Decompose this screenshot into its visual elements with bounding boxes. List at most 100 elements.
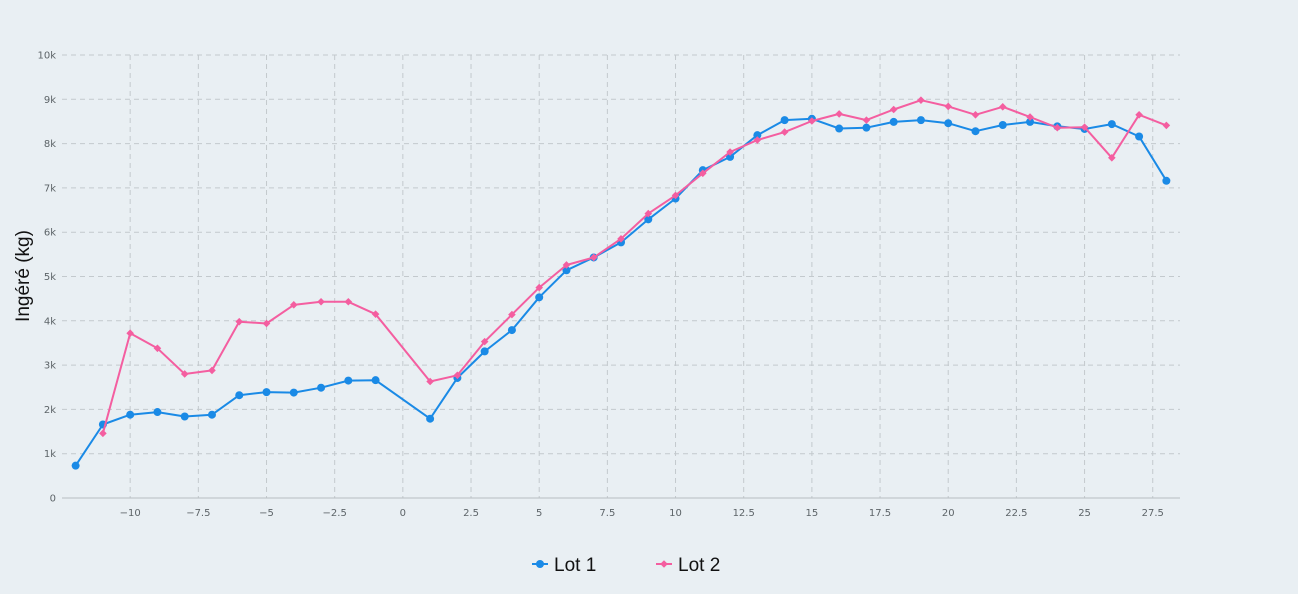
y-tick-label: 0 [50, 494, 56, 505]
data-point [808, 117, 816, 125]
axes: 0 1k 2k 3k 4k 5k 6k 7k 8k 9k 10k −10 −7.5 −5 −2.5 0 2.5 5… [37, 51, 1180, 519]
data-point [644, 215, 653, 224]
y-tick-label: 9k [44, 95, 56, 106]
series [71, 96, 1171, 470]
data-point [317, 383, 326, 392]
data-point [289, 388, 298, 397]
data-point [726, 152, 735, 161]
data-point [971, 127, 980, 136]
data-point [317, 297, 325, 306]
data-point [944, 119, 953, 128]
y-tick-label: 8k [44, 139, 56, 150]
data-point [998, 103, 1007, 111]
data-point [644, 209, 653, 218]
data-point [344, 376, 353, 385]
data-point [126, 329, 134, 338]
x-tick-label: 22.5 [1005, 508, 1027, 519]
data-point [589, 253, 598, 262]
data-point [371, 376, 380, 385]
data-point [536, 560, 544, 568]
y-tick-label: 7k [44, 183, 56, 194]
data-point [699, 169, 707, 178]
data-point [916, 116, 925, 125]
data-point [753, 131, 762, 140]
y-tick-label: 6k [44, 228, 56, 239]
data-point [726, 148, 734, 156]
x-tick-label: 20 [942, 508, 955, 519]
data-point [562, 266, 571, 275]
data-point [862, 123, 871, 132]
x-tick-label: −7.5 [186, 508, 210, 519]
data-point [371, 310, 380, 318]
y-tick-label: 2k [44, 405, 56, 416]
data-point [617, 235, 625, 243]
x-tick-label: 17.5 [869, 508, 891, 519]
data-point [508, 310, 516, 319]
data-point [426, 414, 435, 423]
data-point [835, 110, 843, 118]
data-point [480, 347, 489, 356]
x-tick-label: −5 [259, 508, 274, 519]
x-tick-label: 15 [806, 508, 819, 519]
x-tick-label: 12.5 [733, 508, 755, 519]
legend-label: Lot 1 [554, 555, 596, 576]
x-tick-label: 2.5 [463, 508, 479, 519]
data-point [453, 371, 462, 380]
legend-item[interactable]: Lot 2 [656, 555, 720, 576]
data-point [535, 283, 543, 292]
series-1 [71, 114, 1171, 470]
data-point [671, 191, 680, 200]
data-point [262, 319, 271, 328]
legend: Lot 1 Lot 2 [532, 555, 720, 576]
data-point [153, 408, 162, 417]
data-point [562, 261, 571, 269]
series-2 [99, 96, 1171, 438]
data-point [289, 301, 298, 309]
y-tick-label: 5k [44, 272, 56, 283]
data-point [1107, 120, 1116, 129]
data-point [780, 128, 789, 136]
grid [62, 54, 1180, 498]
data-point [344, 297, 353, 306]
x-tick-label: 25 [1078, 508, 1091, 519]
x-tick-label: −2.5 [323, 508, 347, 519]
x-tick-label: 0 [400, 508, 406, 519]
data-point [180, 412, 189, 421]
y-tick-label: 4k [44, 316, 56, 327]
series-line [101, 99, 1167, 434]
data-point [780, 116, 789, 125]
data-point [535, 293, 544, 302]
data-point [1026, 113, 1034, 121]
data-point [889, 105, 898, 114]
x-tick-label: 7.5 [599, 508, 615, 519]
data-point [944, 102, 953, 111]
series-line [74, 117, 1168, 467]
data-point [971, 111, 980, 119]
data-point [480, 337, 489, 346]
data-point [753, 136, 762, 144]
data-point [262, 388, 271, 397]
data-point [1135, 132, 1144, 141]
data-point [1026, 117, 1035, 126]
data-point [180, 370, 189, 378]
x-tick-label: 10 [669, 508, 682, 519]
data-point [998, 120, 1007, 129]
data-point [207, 410, 216, 419]
data-point [1162, 121, 1171, 130]
data-point [235, 391, 244, 400]
data-point [1108, 153, 1116, 162]
data-point [862, 116, 871, 124]
legend-item[interactable]: Lot 1 [532, 555, 596, 576]
data-point [208, 366, 216, 375]
data-point [889, 117, 898, 126]
data-point [1080, 123, 1089, 132]
x-tick-label: −10 [120, 508, 141, 519]
data-point [507, 326, 516, 335]
y-tick-label: 1k [44, 449, 56, 460]
data-point [99, 429, 107, 438]
x-tick-label: 27.5 [1142, 508, 1164, 519]
data-point [153, 344, 162, 353]
data-point [426, 377, 434, 386]
